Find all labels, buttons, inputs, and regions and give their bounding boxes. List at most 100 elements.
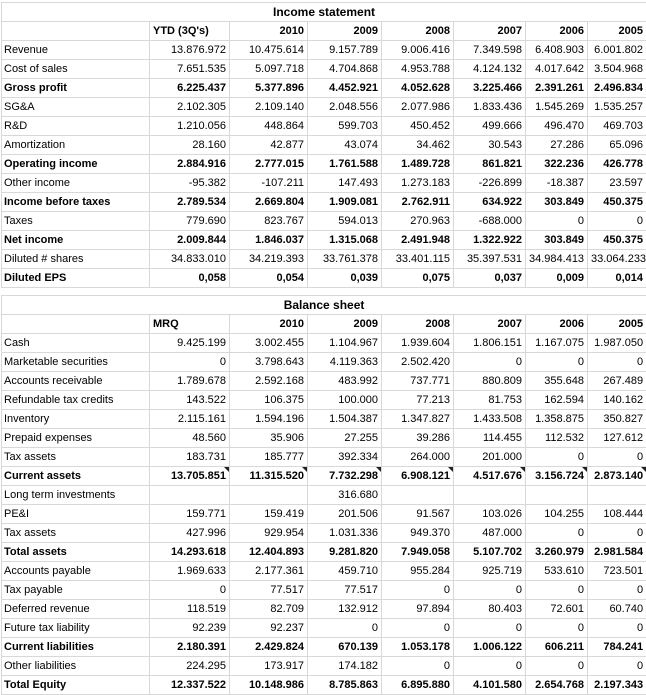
value-cell[interactable]: 2.884.916: [150, 155, 230, 174]
column-header[interactable]: 2009: [308, 22, 382, 41]
value-cell[interactable]: 0,039: [308, 269, 382, 288]
value-cell[interactable]: -226.899: [454, 174, 526, 193]
value-cell[interactable]: 0,037: [454, 269, 526, 288]
value-cell[interactable]: 0: [526, 212, 588, 231]
row-label[interactable]: Amortization: [2, 136, 150, 155]
value-cell[interactable]: 1.031.336: [308, 524, 382, 543]
value-cell[interactable]: 450.375: [588, 193, 646, 212]
value-cell[interactable]: 34.833.010: [150, 250, 230, 269]
value-cell[interactable]: 4.953.788: [382, 60, 454, 79]
value-cell[interactable]: 0: [526, 619, 588, 638]
value-cell[interactable]: 159.771: [150, 505, 230, 524]
value-cell[interactable]: 737.771: [382, 372, 454, 391]
value-cell[interactable]: 0: [382, 619, 454, 638]
value-cell[interactable]: 1.987.050: [588, 334, 646, 353]
row-label[interactable]: SG&A: [2, 98, 150, 117]
value-cell[interactable]: 2.180.391: [150, 638, 230, 657]
value-cell[interactable]: 1.939.604: [382, 334, 454, 353]
value-cell[interactable]: 27.286: [526, 136, 588, 155]
value-cell[interactable]: 5.107.702: [454, 543, 526, 562]
value-cell[interactable]: 303.849: [526, 231, 588, 250]
value-cell[interactable]: 13.705.851: [150, 467, 230, 486]
value-cell[interactable]: 48.560: [150, 429, 230, 448]
value-cell[interactable]: 2.429.824: [230, 638, 308, 657]
value-cell[interactable]: 1.315.068: [308, 231, 382, 250]
value-cell[interactable]: 34.984.413: [526, 250, 588, 269]
column-header[interactable]: 2007: [454, 22, 526, 41]
value-cell[interactable]: 0: [588, 353, 646, 372]
value-cell[interactable]: 5.377.896: [230, 79, 308, 98]
value-cell[interactable]: 594.013: [308, 212, 382, 231]
value-cell[interactable]: 1.358.875: [526, 410, 588, 429]
value-cell[interactable]: 140.162: [588, 391, 646, 410]
value-cell[interactable]: 14.293.618: [150, 543, 230, 562]
value-cell[interactable]: 183.731: [150, 448, 230, 467]
value-cell[interactable]: 0: [454, 619, 526, 638]
value-cell[interactable]: 1.789.678: [150, 372, 230, 391]
value-cell[interactable]: 35.397.531: [454, 250, 526, 269]
value-cell[interactable]: 33.761.378: [308, 250, 382, 269]
value-cell[interactable]: 132.912: [308, 600, 382, 619]
value-cell[interactable]: 1.347.827: [382, 410, 454, 429]
value-cell[interactable]: 23.597: [588, 174, 646, 193]
value-cell[interactable]: 1.273.183: [382, 174, 454, 193]
value-cell[interactable]: 2.115.161: [150, 410, 230, 429]
value-cell[interactable]: 100.000: [308, 391, 382, 410]
value-cell[interactable]: 2.592.168: [230, 372, 308, 391]
value-cell[interactable]: 77.517: [230, 581, 308, 600]
value-cell[interactable]: 599.703: [308, 117, 382, 136]
value-cell[interactable]: 350.827: [588, 410, 646, 429]
value-cell[interactable]: 77.517: [308, 581, 382, 600]
value-cell[interactable]: 0: [526, 448, 588, 467]
row-label[interactable]: Gross profit: [2, 79, 150, 98]
value-cell[interactable]: 4.052.628: [382, 79, 454, 98]
value-cell[interactable]: 1.210.056: [150, 117, 230, 136]
value-cell[interactable]: 81.753: [454, 391, 526, 410]
value-cell[interactable]: 634.922: [454, 193, 526, 212]
value-cell[interactable]: 0,075: [382, 269, 454, 288]
value-cell[interactable]: [150, 486, 230, 505]
value-cell[interactable]: 499.666: [454, 117, 526, 136]
value-cell[interactable]: -18.387: [526, 174, 588, 193]
value-cell[interactable]: 2.669.804: [230, 193, 308, 212]
value-cell[interactable]: 72.601: [526, 600, 588, 619]
value-cell[interactable]: 9.157.789: [308, 41, 382, 60]
value-cell[interactable]: 28.160: [150, 136, 230, 155]
value-cell[interactable]: 143.522: [150, 391, 230, 410]
value-cell[interactable]: 27.255: [308, 429, 382, 448]
value-cell[interactable]: 861.821: [454, 155, 526, 174]
value-cell[interactable]: 6.001.802: [588, 41, 646, 60]
row-label[interactable]: Total assets: [2, 543, 150, 562]
value-cell[interactable]: 1.433.508: [454, 410, 526, 429]
column-header[interactable]: 2010: [230, 315, 308, 334]
value-cell[interactable]: 450.375: [588, 231, 646, 250]
value-cell[interactable]: 0: [588, 581, 646, 600]
value-cell[interactable]: 9.425.199: [150, 334, 230, 353]
value-cell[interactable]: 2.077.986: [382, 98, 454, 117]
value-cell[interactable]: 91.567: [382, 505, 454, 524]
value-cell[interactable]: 0: [588, 619, 646, 638]
value-cell[interactable]: 1.322.922: [454, 231, 526, 250]
value-cell[interactable]: 80.403: [454, 600, 526, 619]
value-cell[interactable]: 2.391.261: [526, 79, 588, 98]
value-cell[interactable]: 0,054: [230, 269, 308, 288]
value-cell[interactable]: 11.315.520: [230, 467, 308, 486]
table-title[interactable]: Balance sheet: [2, 296, 646, 315]
value-cell[interactable]: 949.370: [382, 524, 454, 543]
column-header[interactable]: 2005: [588, 22, 646, 41]
value-cell[interactable]: 30.543: [454, 136, 526, 155]
value-cell[interactable]: 10.475.614: [230, 41, 308, 60]
value-cell[interactable]: 77.213: [382, 391, 454, 410]
value-cell[interactable]: 270.963: [382, 212, 454, 231]
value-cell[interactable]: 322.236: [526, 155, 588, 174]
row-label[interactable]: Prepaid expenses: [2, 429, 150, 448]
value-cell[interactable]: 0: [382, 657, 454, 676]
column-header[interactable]: YTD (3Q's): [150, 22, 230, 41]
value-cell[interactable]: 2.491.948: [382, 231, 454, 250]
value-cell[interactable]: 2.981.584: [588, 543, 646, 562]
value-cell[interactable]: 7.949.058: [382, 543, 454, 562]
value-cell[interactable]: 427.996: [150, 524, 230, 543]
value-cell[interactable]: 784.241: [588, 638, 646, 657]
value-cell[interactable]: 92.237: [230, 619, 308, 638]
value-cell[interactable]: 779.690: [150, 212, 230, 231]
